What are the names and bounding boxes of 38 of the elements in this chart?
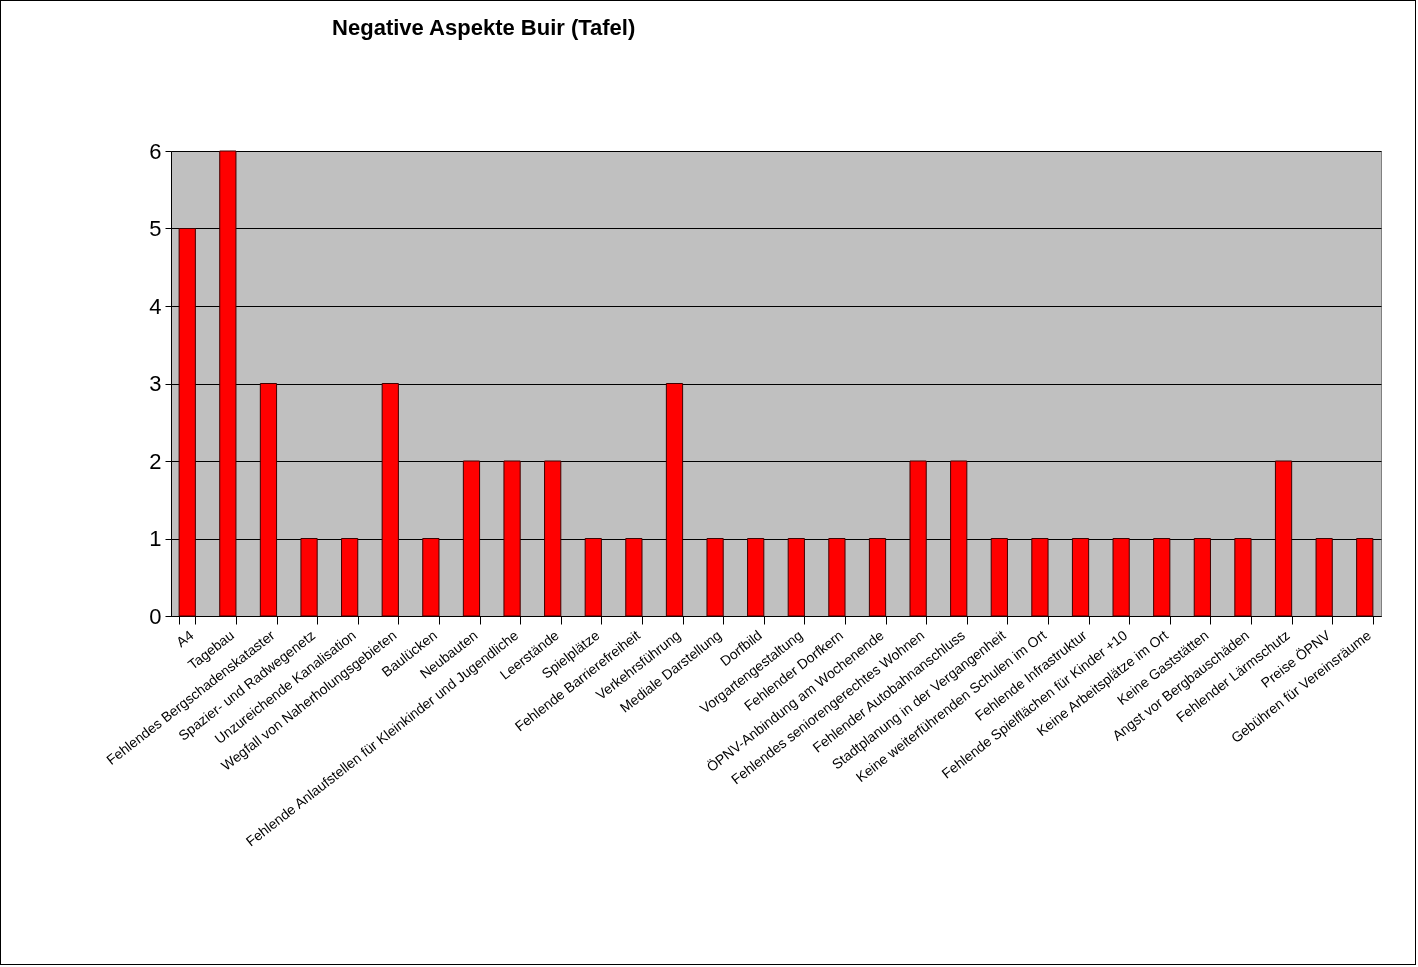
y-tick-label: 4 [149,293,162,319]
bar [462,460,481,617]
bar [706,538,724,617]
bar [1356,538,1374,617]
y-tick-label: 1 [149,526,162,551]
bar [1031,538,1049,617]
bar [868,538,887,617]
y-tick-label: 0 [149,603,162,629]
bar [544,460,562,617]
y-tick-label: 5 [149,216,162,241]
bar [300,538,318,617]
bar [625,538,643,617]
chart-title: Negative Aspekte Buir (Tafel) [332,15,636,40]
y-tick-label: 3 [149,371,162,396]
bar [1315,538,1333,617]
bar [422,538,440,617]
bar [909,460,927,617]
bar [1274,460,1293,617]
bar [950,460,968,617]
bar [990,538,1008,617]
bar [584,538,602,617]
bar [259,383,278,617]
bar [503,460,521,617]
bar [341,538,359,617]
bar [381,383,399,617]
bar [787,538,805,617]
bar [747,538,765,617]
bar [1234,538,1252,617]
bar [1112,538,1130,617]
bar [665,383,684,617]
y-tick-label: 6 [149,138,162,164]
bar [1071,538,1090,617]
bar [1193,538,1211,617]
bar [219,150,237,617]
bar [1153,538,1171,617]
bar [178,228,196,617]
y-tick-label: 2 [149,448,162,474]
bar [828,538,846,617]
